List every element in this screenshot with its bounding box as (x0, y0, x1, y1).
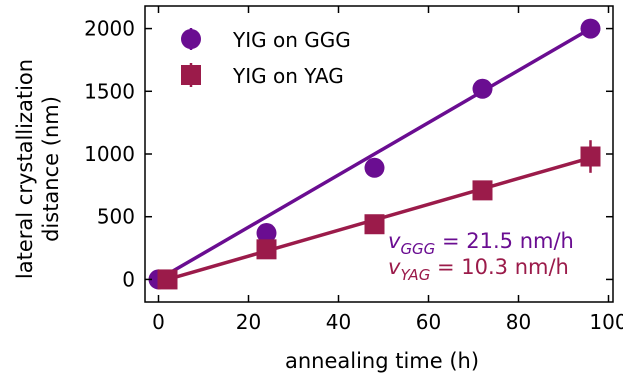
annotation-ggg-value: = 21.5 nm/h (435, 229, 574, 253)
legend-ggg-label: YIG on GGG (232, 28, 351, 52)
annotation-ggg-symbol: v (388, 229, 401, 253)
y-axis-label-line2: distance (nm) (39, 96, 63, 242)
point-ggg-3 (472, 78, 493, 99)
y-tick-label-500: 500 (97, 205, 135, 229)
legend-yag-label: YIG on YAG (232, 64, 344, 88)
point-ggg-4 (580, 18, 601, 39)
y-tick-label-0: 0 (122, 267, 135, 291)
plot-frame (144, 5, 614, 303)
markers (148, 18, 601, 290)
legend: YIG on GGG YIG on YAG (181, 28, 351, 88)
annotation-ggg: vGGG = 21.5 nm/h (388, 229, 574, 258)
legend-item-yag: YIG on YAG (181, 63, 344, 88)
point-yag-4 (580, 146, 601, 167)
annotation-yag: vYAG = 10.3 nm/h (388, 255, 569, 284)
annotation-yag-symbol: v (388, 255, 401, 279)
fit-line-ggg (157, 27, 592, 281)
x-tick-label-80: 80 (506, 310, 531, 334)
legend-item-ggg: YIG on GGG (181, 28, 351, 52)
x-tick-label-0: 0 (152, 310, 165, 334)
x-tick-label-20: 20 (236, 310, 261, 334)
point-yag-0 (157, 269, 178, 290)
y-axis-label-line1: lateral crystallization (13, 59, 37, 279)
x-tick-label-100: 100 (589, 310, 623, 334)
point-yag-2 (364, 214, 385, 235)
annotation-ggg-subscript: GGG (400, 240, 435, 258)
x-axis-label: annealing time (h) (285, 349, 479, 373)
y-tick-label-1500: 1500 (84, 79, 135, 103)
error-bars (265, 24, 592, 254)
legend-yag-marker (181, 65, 201, 85)
x-tick-label-40: 40 (326, 310, 351, 334)
legend-ggg-marker (181, 29, 201, 49)
y-tick-label-1000: 1000 (84, 142, 135, 166)
point-ggg-1 (256, 223, 277, 244)
point-yag-1 (256, 239, 277, 260)
y-tick-label-2000: 2000 (84, 17, 135, 41)
x-tick-label-60: 60 (416, 310, 441, 334)
point-yag-3 (472, 180, 493, 201)
annotation-yag-subscript: YAG (400, 266, 430, 284)
point-ggg-2 (364, 157, 385, 178)
annotations: vGGG = 21.5 nm/h vYAG = 10.3 nm/h (388, 229, 574, 284)
annotation-yag-value: = 10.3 nm/h (430, 255, 569, 279)
